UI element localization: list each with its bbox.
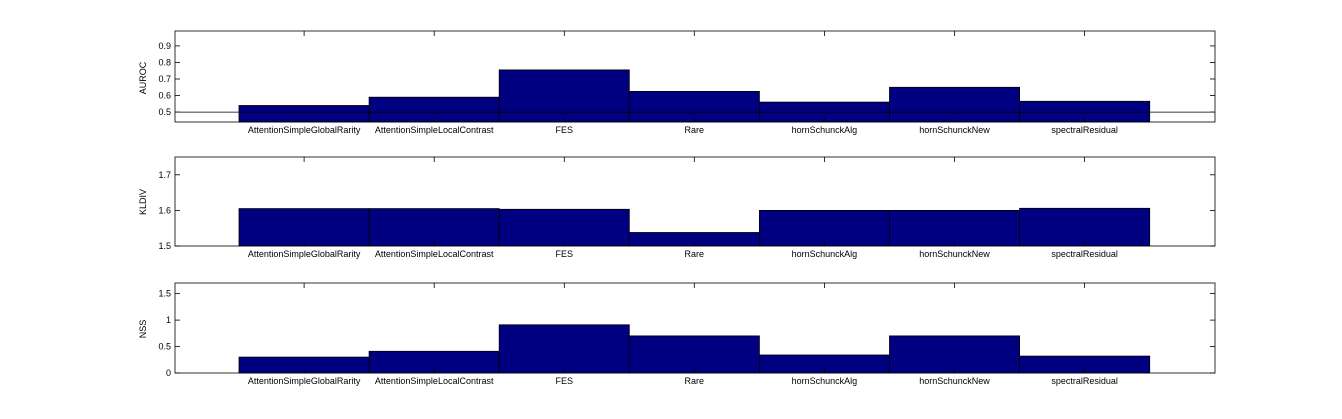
kldiv-xtick-label: hornSchunckNew xyxy=(919,249,990,259)
auroc-ytick-label: 0.8 xyxy=(158,57,171,67)
auroc-bar-2 xyxy=(498,69,630,123)
kldiv-xtick-label: hornSchunckAlg xyxy=(792,249,858,259)
kldiv-bar-5 xyxy=(889,209,1021,247)
nss-xtick-label: Rare xyxy=(685,376,705,386)
auroc-ytick-label: 0.5 xyxy=(158,107,171,117)
auroc-bar-5 xyxy=(889,86,1021,123)
kldiv-bar-6 xyxy=(1019,207,1151,247)
nss-ytick-label: 1 xyxy=(166,315,171,325)
nss-xtick-label: hornSchunckNew xyxy=(919,376,990,386)
nss-axes-box xyxy=(174,282,1216,374)
kldiv-ylabel: KLDIV xyxy=(138,189,148,215)
kldiv-xtick-label: spectralResidual xyxy=(1051,249,1118,259)
nss-bar-2 xyxy=(498,324,630,374)
kldiv-xtick-label: Rare xyxy=(685,249,705,259)
nss-xtick-label: AttentionSimpleGlobalRarity xyxy=(248,376,361,386)
nss-xtick-label: hornSchunckAlg xyxy=(792,376,858,386)
nss-ytick-label: 0.5 xyxy=(158,342,171,352)
nss-xtick-label: FES xyxy=(556,376,574,386)
auroc-axes-box xyxy=(174,30,1216,123)
auroc-xtick-label: AttentionSimpleGlobalRarity xyxy=(248,125,361,135)
kldiv-ytick-label: 1.5 xyxy=(158,241,171,251)
kldiv-ytick-label: 1.7 xyxy=(158,170,171,180)
auroc-ytick-label: 0.9 xyxy=(158,41,171,51)
kldiv-bar-2 xyxy=(498,208,630,247)
nss-bar-5 xyxy=(889,335,1021,374)
auroc-ytick-label: 0.6 xyxy=(158,91,171,101)
nss-xtick-label: spectralResidual xyxy=(1051,376,1118,386)
auroc-panel: AUROC 0.5 0.6 0.7 0.8 0.9 AttentionSimpleGlob… xyxy=(138,30,1216,135)
kldiv-ytick-label: 1.6 xyxy=(158,205,171,215)
kldiv-bar-4 xyxy=(759,209,890,247)
auroc-xtick-label: hornSchunckNew xyxy=(919,125,990,135)
kldiv-xtick-label: FES xyxy=(556,249,574,259)
kldiv-bar-0 xyxy=(238,208,370,247)
auroc-xtick-label: FES xyxy=(556,125,574,135)
nss-ytick-label: 0 xyxy=(166,368,171,378)
auroc-xtick-label: AttentionSimpleLocalContrast xyxy=(375,125,494,135)
nss-xtick-label: AttentionSimpleLocalContrast xyxy=(375,376,494,386)
auroc-ylabel: AUROC xyxy=(138,61,148,94)
auroc-ytick-label: 0.7 xyxy=(158,74,171,84)
kldiv-panel: KLDIV 1.5 1.6 1.7 AttentionSimpleGlobalRari… xyxy=(138,156,1216,259)
nss-ylabel: NSS xyxy=(138,320,148,339)
auroc-xtick-label: Rare xyxy=(685,125,705,135)
auroc-bar-3 xyxy=(628,91,760,123)
kldiv-axes-box xyxy=(174,156,1216,247)
nss-panel: NSS 0 0.5 1 1.5 AttentionSimpleGlobalRarity A… xyxy=(138,282,1216,386)
kldiv-xtick-label: AttentionSimpleLocalContrast xyxy=(375,249,494,259)
nss-ytick-label: 1.5 xyxy=(158,289,171,299)
kldiv-xtick-label: AttentionSimpleGlobalRarity xyxy=(248,249,361,259)
auroc-xtick-label: spectralResidual xyxy=(1051,125,1118,135)
kldiv-bar-1 xyxy=(368,208,500,247)
auroc-xtick-label: hornSchunckAlg xyxy=(792,125,858,135)
nss-bar-3 xyxy=(628,335,760,374)
